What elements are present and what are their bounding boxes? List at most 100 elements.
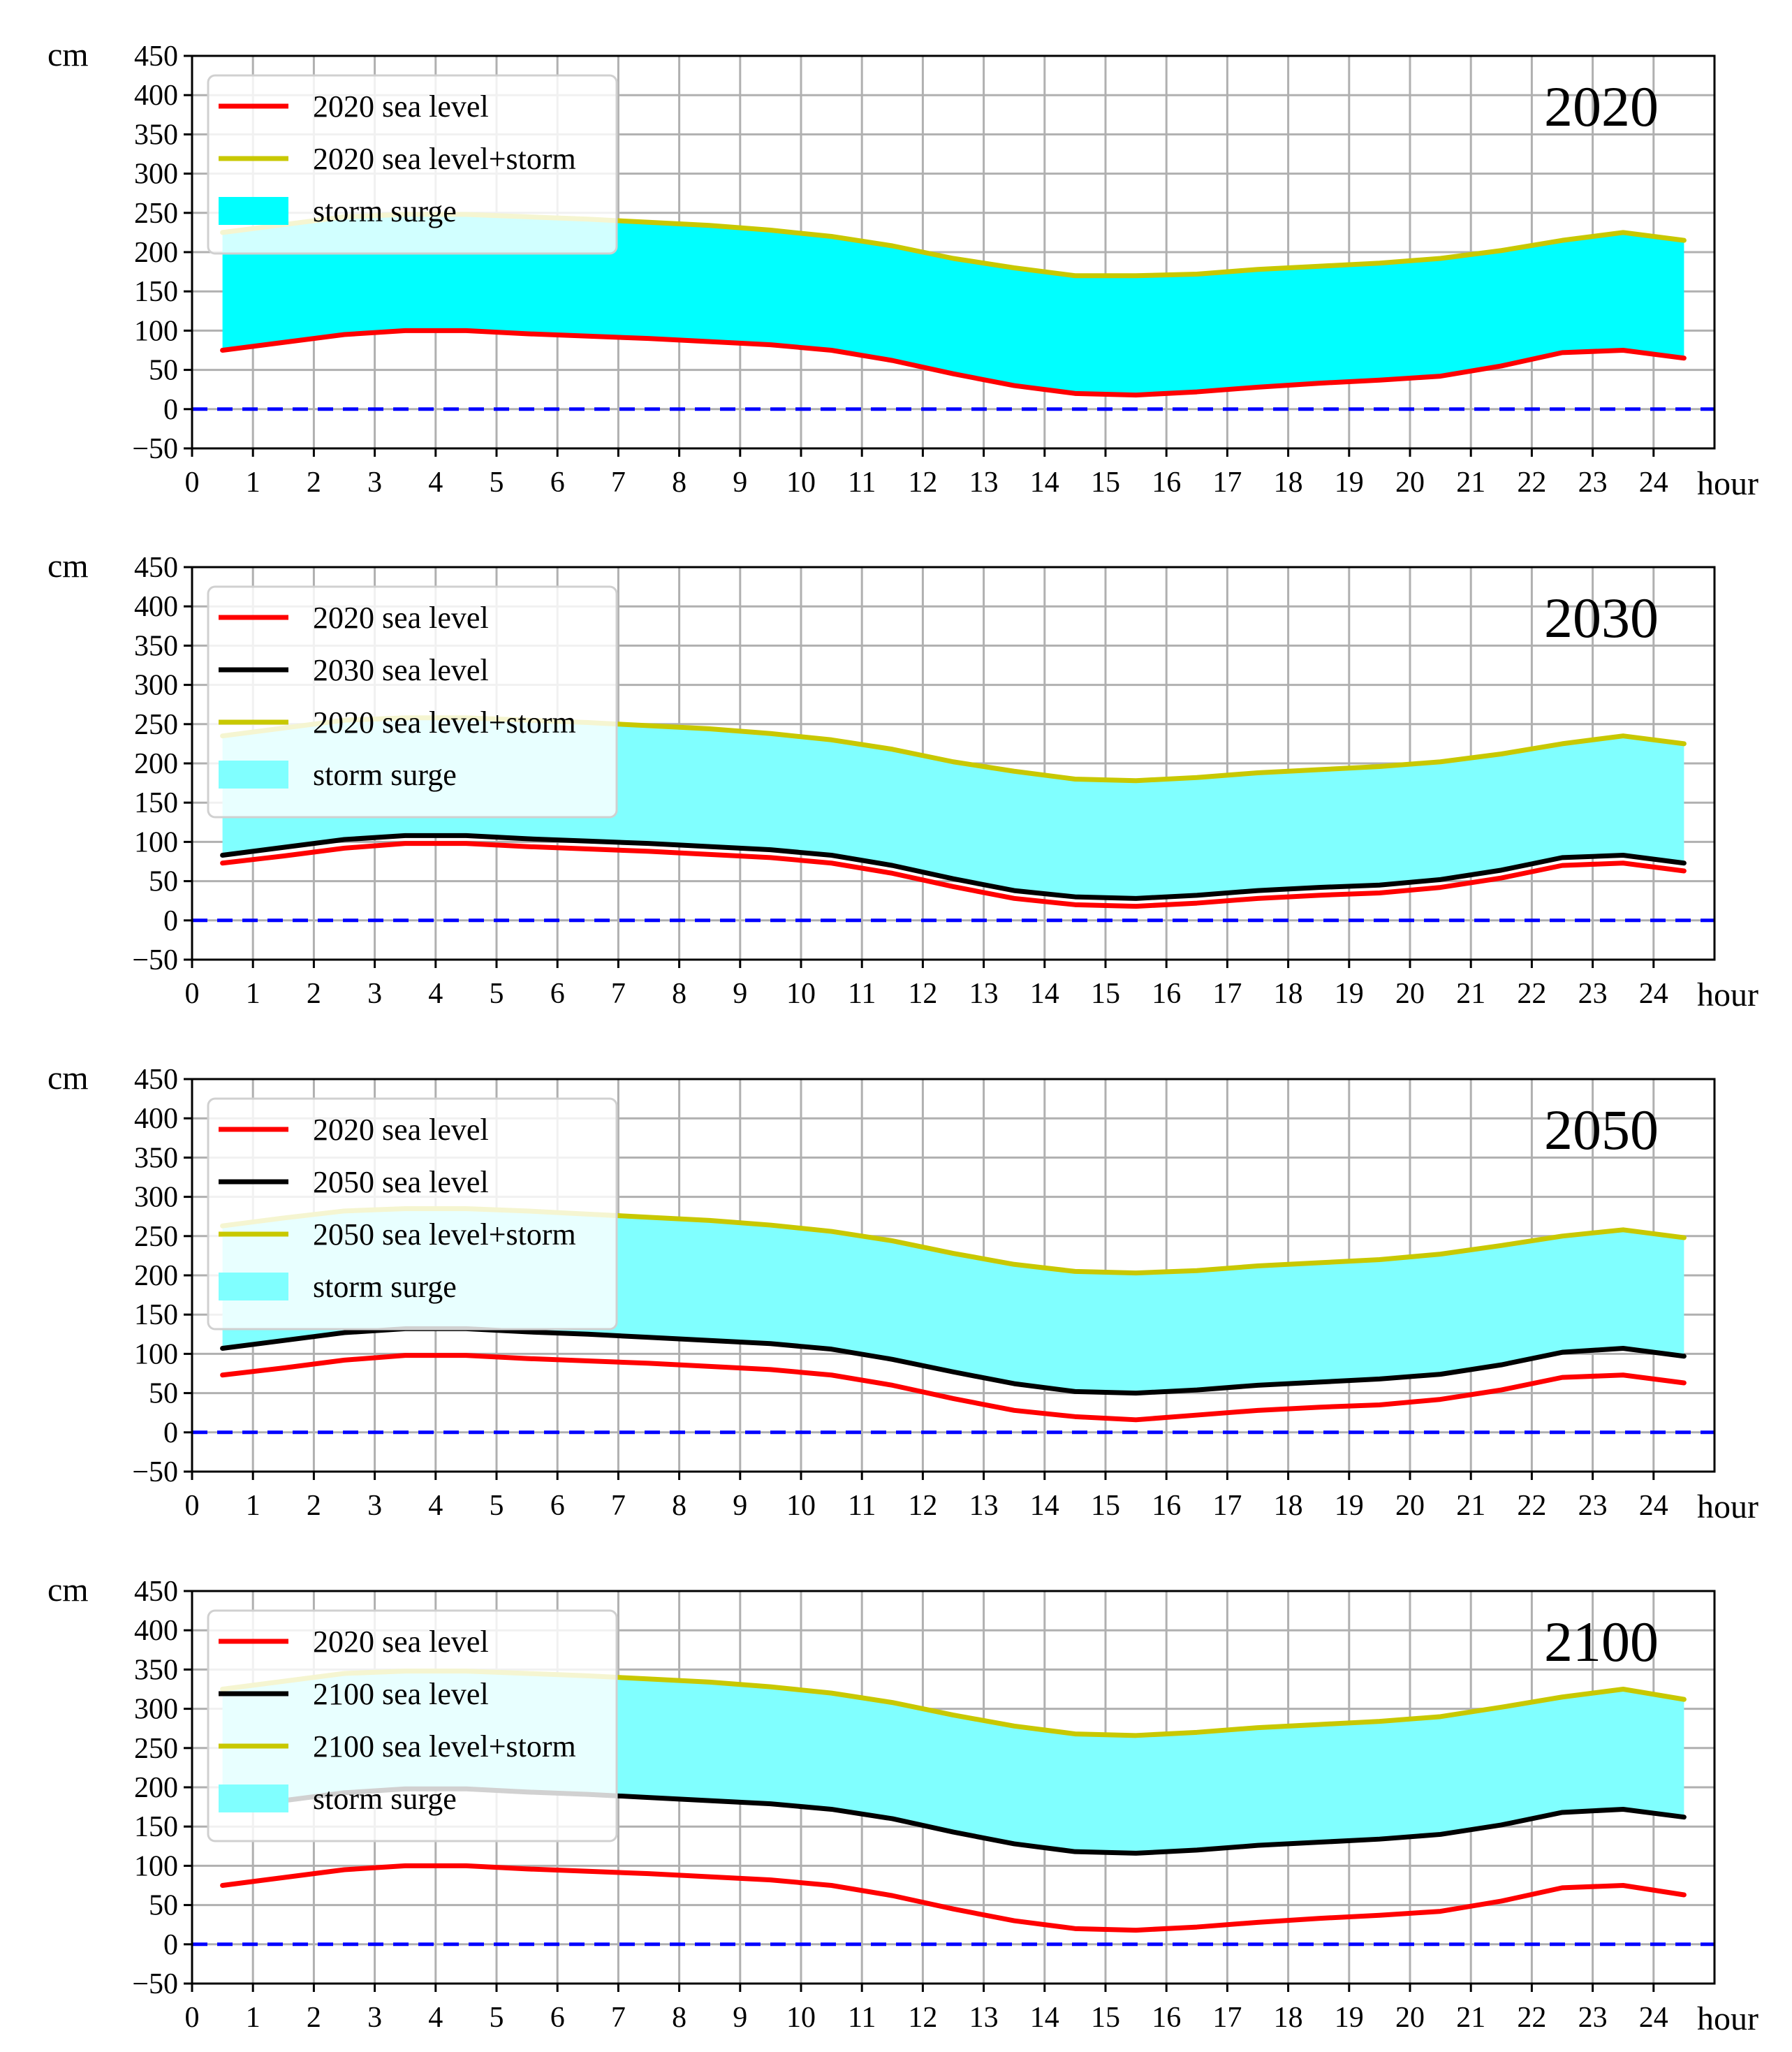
x-tick-label: 7 [611, 978, 626, 1010]
x-tick-label: 13 [969, 1490, 999, 1522]
x-tick-label: 24 [1639, 978, 1668, 1010]
legend: 2020 sea level 2030 sea level 2020 sea lev… [207, 585, 618, 819]
x-tick-label: 5 [490, 1490, 504, 1522]
x-tick-label: 22 [1517, 2002, 1546, 2034]
x-tick-label: 24 [1639, 1490, 1668, 1522]
y-tick-label: 100 [134, 826, 178, 858]
legend-box [207, 74, 618, 255]
x-tick-label: 14 [1030, 1490, 1059, 1522]
y-tick-label: 250 [134, 1733, 178, 1765]
y-tick-label: 200 [134, 748, 178, 780]
x-tick-label: 2 [307, 2002, 321, 2034]
x-tick-label: 9 [733, 467, 747, 499]
x-tick-label: 18 [1274, 467, 1303, 499]
legend-label: 2020 sea level [313, 1113, 489, 1147]
y-tick-label: 50 [149, 1378, 178, 1410]
x-axis-label: hour [1697, 1488, 1758, 1525]
y-tick-label: 350 [134, 1654, 178, 1686]
x-tick-label: 0 [185, 2002, 200, 2034]
y-tick-label: 50 [149, 355, 178, 387]
y-tick-label: 100 [134, 1338, 178, 1370]
x-tick-label: 23 [1578, 978, 1608, 1010]
y-tick-label: 50 [149, 1890, 178, 1922]
x-tick-label: 1 [246, 467, 260, 499]
y-tick-label: 300 [134, 1182, 178, 1214]
series-line-2020-sea-level [220, 328, 1687, 398]
legend-label: 2020 sea level [313, 601, 489, 635]
x-tick-label: 6 [550, 2002, 565, 2034]
x-tick-label: 21 [1456, 978, 1485, 1010]
legend: 2020 sea level 2100 sea level 2100 sea lev… [207, 1609, 618, 1842]
x-tick-label: 3 [367, 2002, 382, 2034]
x-tick-label: 11 [848, 978, 876, 1010]
x-tick-label: 15 [1091, 467, 1120, 499]
x-tick-label: 18 [1274, 2002, 1303, 2034]
y-tick-label: 0 [163, 1417, 178, 1449]
y-tick-label: 450 [134, 552, 178, 584]
x-tick-label: 18 [1274, 978, 1303, 1010]
chart-panel-2030: 0 1 2 3 4 5 6 7 8 9 10 11 12 13 14 15 16 17 18 19 20 21 22 23 24… [47, 548, 1758, 1013]
x-tick-label: 8 [672, 1490, 686, 1522]
y-tick-label: 450 [134, 41, 178, 73]
x-tick-label: 22 [1517, 467, 1546, 499]
y-tick-label: −50 [132, 433, 178, 465]
x-tick-label: 22 [1517, 978, 1546, 1010]
x-tick-label: 17 [1212, 978, 1242, 1010]
legend-label: 2050 sea level [313, 1165, 489, 1199]
x-tick-label: 2 [307, 467, 321, 499]
x-tick-label: 20 [1395, 978, 1425, 1010]
legend-label: 2020 sea level+storm [313, 705, 576, 740]
panel-year-label: 2020 [1544, 75, 1659, 138]
y-tick-label: −50 [132, 944, 178, 976]
y-tick-label: 350 [134, 1142, 178, 1174]
x-tick-label: 16 [1152, 978, 1181, 1010]
y-tick-label: 350 [134, 119, 178, 151]
panel-year-label: 2030 [1544, 586, 1659, 650]
x-tick-label: 20 [1395, 1490, 1425, 1522]
x-tick-label: 1 [246, 1490, 260, 1522]
y-tick-label: 350 [134, 630, 178, 662]
x-tick-label: 23 [1578, 467, 1608, 499]
y-tick-label: 100 [134, 315, 178, 347]
legend-box [207, 585, 618, 819]
y-tick-label: 200 [134, 1260, 178, 1292]
x-tick-label: 8 [672, 2002, 686, 2034]
x-tick-label: 21 [1456, 467, 1485, 499]
x-tick-label: 2 [307, 1490, 321, 1522]
x-tick-label: 21 [1456, 2002, 1485, 2034]
legend-patch-swatch [219, 197, 288, 225]
y-tick-label: 400 [134, 80, 178, 112]
x-tick-label: 0 [185, 1490, 200, 1522]
x-tick-label: 16 [1152, 1490, 1181, 1522]
x-tick-label: 12 [908, 1490, 937, 1522]
x-tick-label: 0 [185, 467, 200, 499]
legend-label: 2030 sea level [313, 653, 489, 687]
x-tick-label: 13 [969, 2002, 999, 2034]
y-tick-label: 150 [134, 787, 178, 819]
x-tick-label: 2 [307, 978, 321, 1010]
x-tick-label: 15 [1091, 2002, 1120, 2034]
x-tick-label: 19 [1335, 467, 1364, 499]
x-tick-label: 5 [490, 467, 504, 499]
x-tick-label: 18 [1274, 1490, 1303, 1522]
x-tick-label: 14 [1030, 467, 1059, 499]
x-tick-label: 1 [246, 2002, 260, 2034]
legend-box [207, 1097, 618, 1331]
y-tick-label: 150 [134, 276, 178, 308]
y-tick-label: 400 [134, 1103, 178, 1135]
legend-label: 2100 sea level+storm [313, 1729, 576, 1764]
x-tick-label: 24 [1639, 2002, 1668, 2034]
y-tick-label: 450 [134, 1576, 178, 1608]
x-tick-label: 23 [1578, 2002, 1608, 2034]
legend-label: storm surge [313, 758, 457, 792]
x-tick-label: 7 [611, 467, 626, 499]
x-tick-label: 10 [786, 467, 816, 499]
y-tick-label: 150 [134, 1811, 178, 1843]
series-line-2020-sea-level [220, 841, 1687, 909]
y-tick-label: −50 [132, 1456, 178, 1488]
y-tick-label: 400 [134, 591, 178, 623]
x-tick-label: 11 [848, 467, 876, 499]
legend-label: storm surge [313, 1270, 457, 1304]
legend-label: storm surge [313, 1782, 457, 1816]
